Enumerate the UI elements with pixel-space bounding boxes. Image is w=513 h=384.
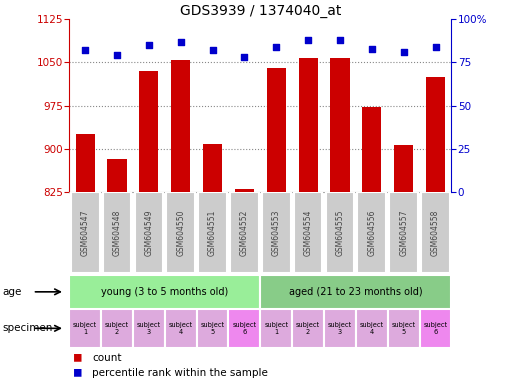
Bar [196, 309, 228, 348]
Text: GSM604556: GSM604556 [367, 209, 377, 256]
Bar [294, 192, 323, 273]
Text: aged (21 to 23 months old): aged (21 to 23 months old) [289, 287, 423, 297]
Text: subject
2: subject 2 [105, 322, 129, 335]
Bar [75, 134, 95, 192]
Bar [134, 192, 163, 273]
Bar [165, 309, 196, 348]
Bar [358, 192, 386, 273]
Bar [292, 309, 324, 348]
Text: subject
3: subject 3 [328, 322, 352, 335]
Bar [171, 60, 190, 192]
Bar [108, 159, 127, 192]
Point [431, 44, 440, 50]
Point [400, 49, 408, 55]
Text: subject
2: subject 2 [296, 322, 320, 335]
Bar [262, 192, 290, 273]
Bar [267, 68, 286, 192]
Bar [394, 145, 413, 192]
Point [176, 39, 185, 45]
Bar [299, 58, 318, 192]
Bar [389, 192, 418, 273]
Text: subject
6: subject 6 [232, 322, 256, 335]
Text: subject
1: subject 1 [73, 322, 97, 335]
Text: GSM604550: GSM604550 [176, 209, 185, 256]
Point [272, 44, 281, 50]
Bar [203, 144, 222, 192]
Text: age: age [3, 287, 22, 297]
Text: GSM604548: GSM604548 [112, 209, 122, 255]
Text: GSM604551: GSM604551 [208, 209, 217, 255]
Point [208, 47, 216, 53]
Text: subject
6: subject 6 [423, 322, 447, 335]
Text: GSM604557: GSM604557 [399, 209, 408, 256]
Bar [421, 192, 450, 273]
Text: GSM604547: GSM604547 [81, 209, 90, 256]
Text: GSM604549: GSM604549 [144, 209, 153, 256]
Bar [140, 71, 159, 192]
Bar [228, 309, 261, 348]
Bar [261, 309, 292, 348]
Text: subject
5: subject 5 [201, 322, 225, 335]
Text: percentile rank within the sample: percentile rank within the sample [92, 368, 268, 378]
Text: GSM604554: GSM604554 [304, 209, 312, 256]
Bar [426, 77, 445, 192]
Title: GDS3939 / 1374040_at: GDS3939 / 1374040_at [180, 4, 341, 18]
Bar [235, 189, 254, 192]
Text: GSM604552: GSM604552 [240, 209, 249, 255]
Bar [71, 192, 100, 273]
Bar [330, 58, 349, 192]
Bar [326, 192, 354, 273]
Bar [69, 309, 101, 348]
Text: GSM604555: GSM604555 [336, 209, 344, 256]
Point [113, 53, 121, 59]
Bar [420, 309, 451, 348]
Text: subject
5: subject 5 [391, 322, 416, 335]
Point [240, 54, 248, 60]
Point [81, 47, 89, 53]
Bar [230, 192, 259, 273]
Point [304, 37, 312, 43]
Bar [388, 309, 420, 348]
Point [145, 42, 153, 48]
Text: GSM604558: GSM604558 [431, 209, 440, 255]
Point [368, 46, 376, 52]
Bar [198, 192, 227, 273]
Text: ■: ■ [74, 350, 82, 363]
Text: young (3 to 5 months old): young (3 to 5 months old) [101, 287, 228, 297]
Point [336, 37, 344, 43]
Bar [324, 309, 356, 348]
Bar [261, 275, 451, 309]
Text: count: count [92, 353, 122, 363]
Text: subject
4: subject 4 [169, 322, 193, 335]
Text: specimen: specimen [3, 323, 53, 333]
Text: subject
4: subject 4 [360, 322, 384, 335]
Bar [356, 309, 388, 348]
Bar [133, 309, 165, 348]
Bar [101, 309, 133, 348]
Text: ■: ■ [74, 365, 82, 378]
Bar [69, 275, 261, 309]
Bar [362, 108, 381, 192]
Text: GSM604553: GSM604553 [272, 209, 281, 256]
Text: subject
1: subject 1 [264, 322, 288, 335]
Text: subject
3: subject 3 [137, 322, 161, 335]
Bar [166, 192, 195, 273]
Bar [103, 192, 131, 273]
